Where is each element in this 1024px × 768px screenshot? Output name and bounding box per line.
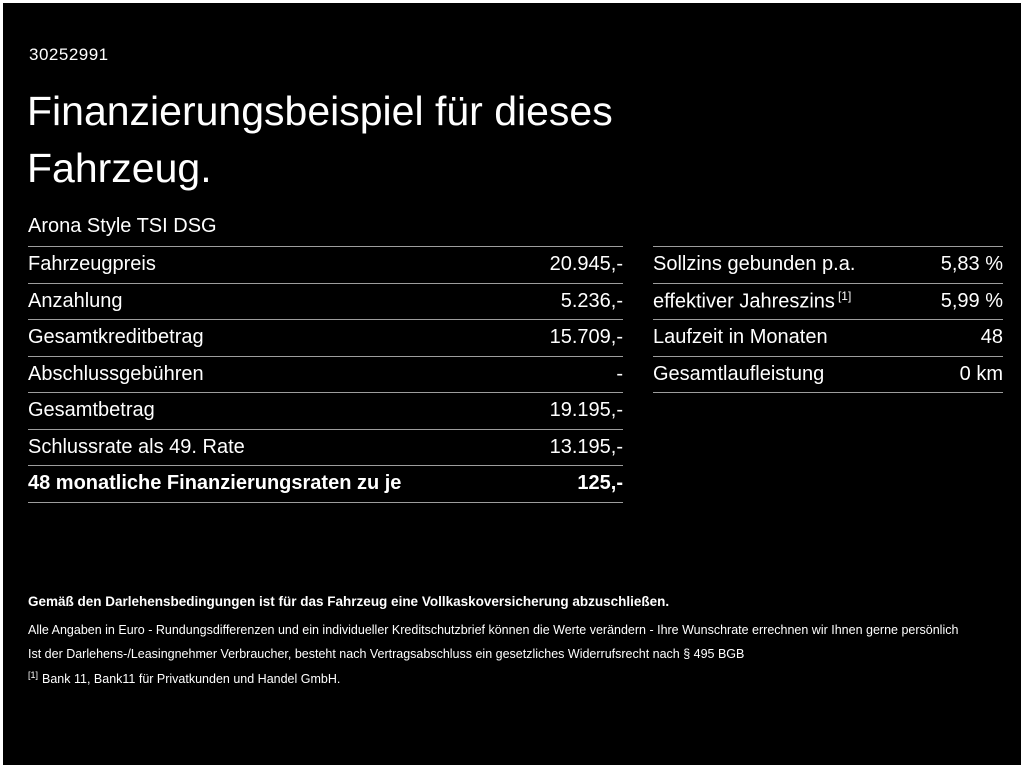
row-label: Schlussrate als 49. Rate <box>28 435 245 458</box>
row-label: 48 monatliche Finanzierungsraten zu je <box>28 472 402 495</box>
row-label: Fahrzeugpreis <box>28 253 156 276</box>
row-value: - <box>616 362 623 385</box>
table-row: Schlussrate als 49. Rate 13.195,- <box>28 430 623 466</box>
footnote-insurance: Gemäß den Darlehensbedingungen ist für d… <box>28 594 670 609</box>
row-label: Abschlussgebühren <box>28 362 204 385</box>
row-value: 15.709,- <box>549 326 623 349</box>
row-label: Gesamtlaufleistung <box>653 363 824 386</box>
footnote-marker: [1] <box>837 288 852 303</box>
row-value: 48 <box>980 326 1003 349</box>
row-value: 125,- <box>577 472 623 495</box>
page-title: Finanzierungsbeispiel für dieses Fahrzeu… <box>27 83 747 197</box>
row-value: 5,99 % <box>940 289 1003 312</box>
row-label: Sollzins gebunden p.a. <box>653 253 855 276</box>
table-row: Gesamtkreditbetrag 15.709,- <box>28 320 623 357</box>
row-label: Laufzeit in Monaten <box>653 326 828 349</box>
footnote-reference-marker: [1] <box>28 669 39 680</box>
table-row: Gesamtbetrag 19.195,- <box>28 393 623 430</box>
table-row: Abschlussgebühren - <box>28 357 623 393</box>
row-value: 19.195,- <box>549 399 623 422</box>
row-label: Anzahlung <box>28 289 123 312</box>
footnotes: Gemäß den Darlehensbedingungen ist für d… <box>28 594 1003 686</box>
row-value: 0 km <box>959 362 1003 385</box>
footnote-reference: [1] Bank 11, Bank11 für Privatkunden und … <box>28 670 1003 686</box>
row-label: effektiver Jahreszins [1] <box>653 289 851 314</box>
footnote-line-2: Ist der Darlehens-/Leasingnehmer Verbrau… <box>28 646 745 661</box>
page-title-line-1: Finanzierungsbeispiel für dieses <box>27 88 613 134</box>
row-label-text: Sollzins gebunden p.a. <box>653 253 856 276</box>
row-label: Gesamtkreditbetrag <box>28 326 204 349</box>
table-row: Gesamtlaufleistung 0 km <box>653 357 1003 393</box>
table-row: Laufzeit in Monaten 48 <box>653 320 1003 357</box>
row-label-text: Gesamtlaufleistung <box>653 362 825 385</box>
footnote-reference-text: Bank 11, Bank11 für Privatkunden und Han… <box>42 671 341 686</box>
page-title-line-2: Fahrzeug. <box>27 145 212 191</box>
vehicle-id: 30252991 <box>29 45 109 64</box>
table-row: Fahrzeugpreis 20.945,- <box>28 247 623 284</box>
table-row: Anzahlung 5.236,- <box>28 284 623 320</box>
row-value: 20.945,- <box>549 253 623 276</box>
vehicle-model: Arona Style TSI DSG <box>28 215 217 237</box>
row-value: 5.236,- <box>560 289 623 312</box>
table-row-monthly-rate: 48 monatliche Finanzierungsraten zu je 1… <box>28 466 623 503</box>
table-row: Sollzins gebunden p.a. 5,83 % <box>653 247 1003 284</box>
table-row: effektiver Jahreszins [1] 5,99 % <box>653 284 1003 320</box>
row-label-text: effektiver Jahreszins <box>653 290 835 313</box>
row-label: Gesamtbetrag <box>28 399 155 422</box>
footnote-line-1: Alle Angaben in Euro - Rundungsdifferenz… <box>28 623 959 637</box>
financing-table: Fahrzeugpreis 20.945,- Anzahlung 5.236,-… <box>28 246 623 503</box>
row-value: 5,83 % <box>940 253 1003 276</box>
row-value: 13.195,- <box>549 435 623 458</box>
conditions-table: Sollzins gebunden p.a. 5,83 % effektiver… <box>653 246 1003 393</box>
row-label-text: Laufzeit in Monaten <box>653 326 828 349</box>
